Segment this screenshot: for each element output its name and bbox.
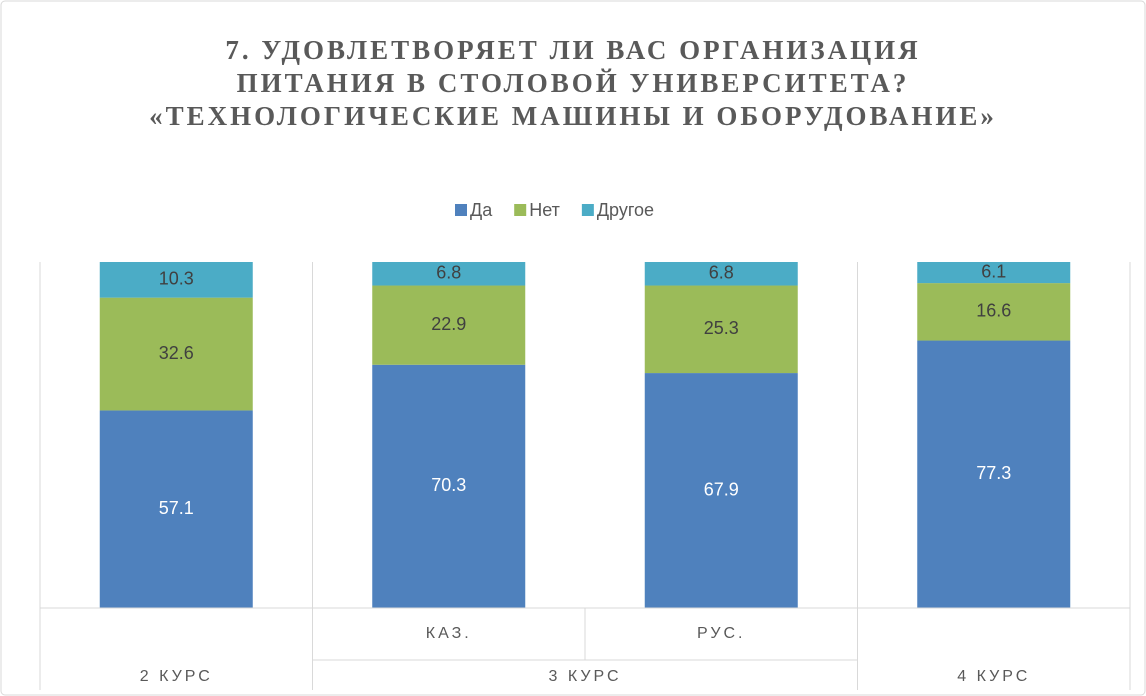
legend-swatch	[514, 204, 527, 216]
bar-segment	[99, 262, 253, 298]
data-label: 10.3	[159, 269, 194, 289]
x-tick-label: РУС.	[697, 625, 745, 642]
bar-segment	[99, 297, 253, 411]
bar-segment	[917, 283, 1071, 341]
bar-segment	[644, 373, 798, 608]
bar-segment	[917, 340, 1071, 608]
data-label: 25.3	[704, 318, 739, 338]
data-label: 22.9	[431, 314, 466, 334]
bar-segment	[644, 262, 798, 286]
data-label: 57.1	[159, 498, 194, 518]
bar-segment	[644, 285, 798, 374]
x-tick-label: КАЗ.	[426, 625, 472, 642]
legend-swatch	[581, 204, 594, 216]
bar-segment	[917, 262, 1071, 284]
data-label: 77.3	[976, 463, 1011, 483]
bar-segment	[372, 364, 526, 608]
bar-segment	[372, 285, 526, 365]
data-label: 67.9	[704, 479, 739, 499]
legend-swatch	[455, 204, 467, 216]
bar-segment	[372, 262, 526, 286]
chart-title: 7. УДОВЛЕТВОРЯЕТ ЛИ ВАС ОРГАНИЗАЦИЯ ПИТА…	[149, 35, 997, 131]
data-label: 16.6	[976, 301, 1011, 321]
x-group-label: 3 КУРС	[548, 668, 621, 685]
legend-label: Нет	[529, 200, 560, 220]
x-group-label: 4 КУРС	[957, 668, 1030, 685]
legend-label: Да	[470, 200, 493, 220]
data-label: 70.3	[431, 475, 466, 495]
data-label: 6.1	[981, 261, 1006, 281]
data-label: 6.8	[436, 263, 461, 283]
data-label: 6.8	[709, 263, 734, 283]
x-group-label: 2 КУРС	[140, 668, 213, 685]
bar-segment	[99, 410, 253, 608]
legend-label: Другое	[597, 200, 654, 220]
data-label: 32.6	[159, 343, 194, 363]
